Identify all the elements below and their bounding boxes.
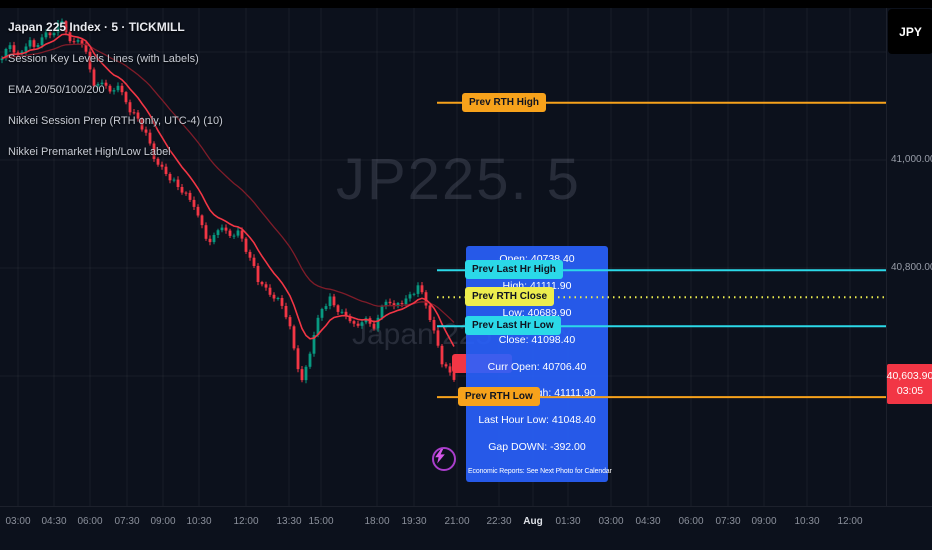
info-row: Gap DOWN: -392.00 — [488, 441, 586, 454]
time-tick: 15:00 — [308, 516, 334, 527]
time-tick: 18:00 — [364, 516, 390, 527]
bar-countdown: 03:05 — [896, 385, 924, 397]
time-tick: 12:00 — [233, 516, 259, 527]
chart-legend: Japan 225 Index · 5 · TICKMILL Session K… — [8, 20, 223, 158]
last-price-value: 40,603.90 — [886, 370, 932, 382]
time-tick: 04:30 — [635, 516, 661, 527]
info-row: Economic Reports: See Next Photo for Cal… — [468, 468, 612, 475]
prev-rth-high-label-chip: Prev RTH High — [462, 93, 547, 112]
ema-slow-line — [1, 43, 455, 323]
time-tick: 21:00 — [444, 516, 470, 527]
info-row: Curr Open: 40706.40 — [487, 360, 587, 373]
time-tick: 04:30 — [41, 516, 67, 527]
candlestick-chart[interactable] — [0, 0, 886, 506]
time-tick: 13:30 — [276, 516, 302, 527]
session-info-panel: Open: 40738.40 High: 41111.90 Low: 40689.9… — [466, 246, 612, 482]
lightning-bolt-icon — [435, 449, 445, 464]
window-top-strip — [0, 0, 932, 8]
legend-indicator-row[interactable]: Nikkei Premarket High/Low Label — [8, 146, 171, 158]
prev-rth-low-label-chip: Prev RTH Low — [458, 387, 540, 406]
info-row: Last Hour Low: 41048.40 — [478, 414, 596, 427]
time-tick: 01:30 — [555, 516, 581, 527]
time-tick: 06:00 — [77, 516, 103, 527]
legend-indicator-row[interactable]: Session Key Levels Lines (with Labels) — [8, 53, 199, 65]
price-tick-label: 40,800.00 — [891, 262, 932, 273]
info-row: Close: 41098.40 — [498, 333, 576, 346]
time-tick: 09:00 — [150, 516, 176, 527]
time-tick: 09:00 — [751, 516, 777, 527]
time-tick: 19:30 — [401, 516, 427, 527]
watermark-symbol: JP225. 5 — [336, 147, 581, 212]
time-tick: 06:00 — [678, 516, 704, 527]
legend-indicator-row[interactable]: Nikkei Session Prep (RTH only, UTC-4) (1… — [8, 115, 223, 127]
time-tick: 22:30 — [486, 516, 512, 527]
price-axis[interactable]: JPY 41,000.00 40,800.00 40,603.90 03:05 — [886, 0, 932, 506]
time-tick: 07:30 — [715, 516, 741, 527]
last-price-badge: 40,603.90 03:05 — [887, 364, 932, 404]
currency-button[interactable]: JPY — [888, 9, 932, 54]
prev-last-hr-high-label-chip: Prev Last Hr High — [465, 260, 563, 279]
prev-rth-close-label-chip: Prev RTH Close — [465, 287, 555, 306]
symbol-title[interactable]: Japan 225 Index · 5 · TICKMILL — [8, 20, 185, 34]
time-tick: 03:00 — [5, 516, 31, 527]
price-tick-label: 41,000.00 — [891, 154, 932, 165]
info-row: Low: 40689.90 — [502, 306, 572, 319]
time-tick: Aug — [523, 516, 543, 527]
time-tick: 10:30 — [186, 516, 212, 527]
indicator-list: Session Key Levels Lines (with Labels) EM… — [8, 53, 223, 158]
legend-indicator-row[interactable]: EMA 20/50/100/200 — [8, 84, 105, 96]
time-tick: 03:00 — [598, 516, 624, 527]
economic-event-icon[interactable] — [432, 447, 456, 471]
time-tick: 07:30 — [114, 516, 140, 527]
time-tick: 10:30 — [794, 516, 820, 527]
ema-fast-line — [1, 33, 455, 347]
prev-last-hr-low-label-chip: Prev Last Hr Low — [465, 316, 561, 335]
time-axis[interactable]: 03:00 04:30 06:00 07:30 09:00 10:30 12:00 13:30… — [0, 506, 932, 550]
time-tick: 12:00 — [837, 516, 863, 527]
